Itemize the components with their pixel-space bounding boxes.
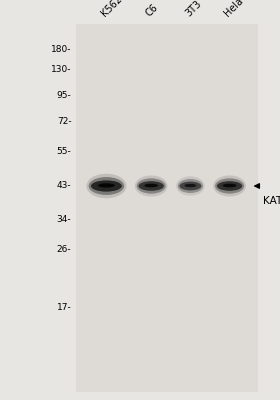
Text: 130-: 130- bbox=[51, 66, 71, 74]
Text: Hela: Hela bbox=[223, 0, 245, 18]
Ellipse shape bbox=[139, 181, 164, 191]
Text: 55-: 55- bbox=[57, 148, 71, 156]
Text: 95-: 95- bbox=[57, 92, 71, 100]
Ellipse shape bbox=[91, 180, 122, 192]
Ellipse shape bbox=[86, 174, 127, 198]
Bar bbox=[76, 24, 258, 392]
Ellipse shape bbox=[176, 176, 205, 196]
Ellipse shape bbox=[185, 184, 196, 187]
Ellipse shape bbox=[213, 176, 246, 196]
Text: 17-: 17- bbox=[57, 304, 71, 312]
Ellipse shape bbox=[178, 179, 203, 193]
Ellipse shape bbox=[89, 177, 124, 195]
Text: C6: C6 bbox=[144, 2, 160, 18]
Text: KAT1: KAT1 bbox=[263, 196, 280, 206]
Ellipse shape bbox=[215, 178, 244, 194]
Ellipse shape bbox=[144, 184, 158, 187]
Text: 3T3: 3T3 bbox=[183, 0, 203, 18]
Ellipse shape bbox=[179, 182, 201, 190]
Ellipse shape bbox=[135, 176, 167, 196]
Text: 34-: 34- bbox=[57, 216, 71, 224]
Ellipse shape bbox=[217, 181, 242, 191]
Text: 26-: 26- bbox=[57, 246, 71, 254]
Ellipse shape bbox=[98, 183, 115, 188]
Ellipse shape bbox=[137, 178, 166, 194]
Text: 43-: 43- bbox=[57, 182, 71, 190]
Ellipse shape bbox=[223, 184, 237, 187]
Text: 72-: 72- bbox=[57, 118, 71, 126]
Text: K562: K562 bbox=[99, 0, 124, 18]
Text: 180-: 180- bbox=[51, 46, 71, 54]
